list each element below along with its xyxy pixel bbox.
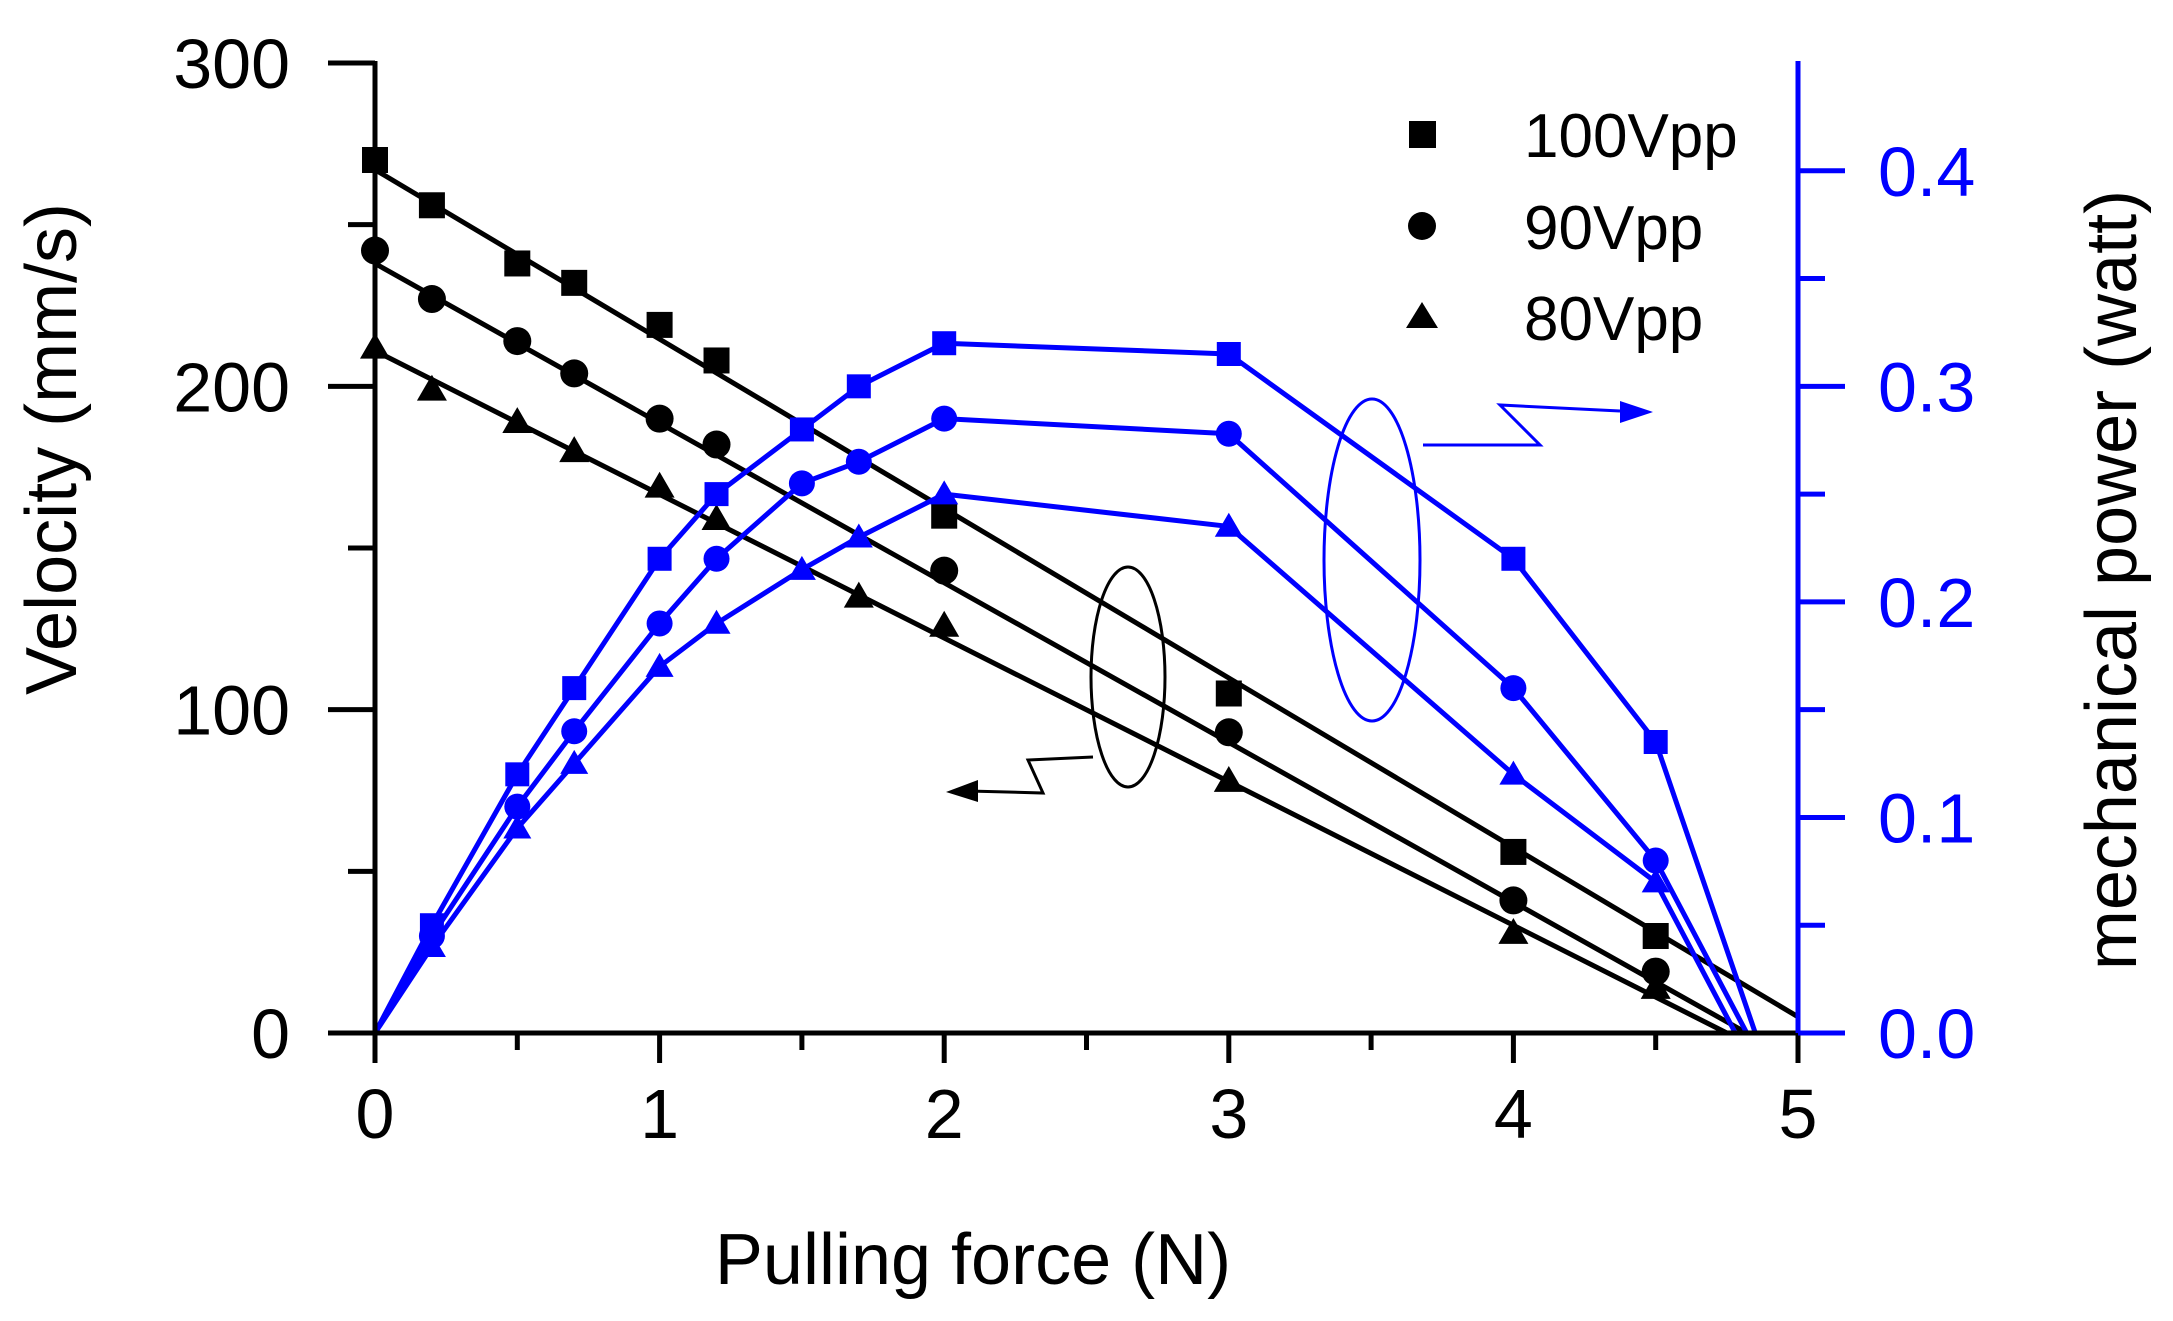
y-right-tick-label: 0.0 (1878, 995, 1975, 1073)
power-point-90vpp-3 (561, 718, 588, 745)
power-point-100vpp-3 (562, 676, 587, 701)
velocity-point-80vpp-1 (416, 374, 447, 401)
power-point-80vpp-6 (787, 555, 816, 580)
velocity-fit-line-80vpp (373, 348, 1728, 1036)
power-point-80vpp-11 (1641, 868, 1670, 893)
velocity-point-80vpp-3 (559, 436, 590, 463)
velocity-point-100vpp-4 (646, 311, 673, 338)
power-point-100vpp-4 (647, 546, 672, 571)
power-arrow-head (1620, 401, 1653, 423)
y-left-tick-label: 300 (173, 25, 290, 103)
velocity-arrow-head (946, 780, 978, 802)
power-point-80vpp-9 (1214, 512, 1243, 537)
x-tick-label: 0 (356, 1075, 395, 1153)
power-point-90vpp-8 (931, 405, 958, 432)
power-point-100vpp-2 (505, 762, 530, 787)
velocity-point-100vpp-5 (703, 347, 730, 374)
x-tick-label: 4 (1494, 1075, 1533, 1153)
power-point-90vpp-9 (1215, 420, 1242, 447)
velocity-annotation-ellipse (1089, 565, 1167, 789)
legend-label-80vpp: 80Vpp (1524, 285, 1703, 354)
velocity-point-100vpp-8 (1500, 838, 1527, 865)
y-left-tick-label: 200 (173, 348, 290, 426)
power-point-90vpp-5 (703, 545, 730, 572)
power-point-80vpp-5 (702, 609, 731, 634)
velocity-point-90vpp-1 (417, 285, 446, 314)
velocity-point-80vpp-8 (1213, 765, 1244, 792)
y-axis-left-title: Velocity (mm/s) (12, 203, 92, 695)
y-right-tick-label: 0.1 (1878, 779, 1975, 857)
power-point-80vpp-3 (560, 749, 589, 774)
legend-marker-triangle (1406, 302, 1438, 328)
power-annotation-ellipse (1322, 397, 1422, 723)
velocity-point-90vpp-3 (560, 359, 589, 388)
y-left-tick-label: 100 (173, 672, 290, 750)
power-annotation-arrow (1423, 403, 1621, 447)
velocity-point-90vpp-9 (1641, 957, 1670, 986)
velocity-point-90vpp-4 (645, 404, 674, 433)
power-point-90vpp-7 (845, 448, 872, 475)
velocity-annotation-arrow (967, 755, 1094, 795)
legend-label-90vpp: 90Vpp (1524, 194, 1703, 263)
velocity-point-90vpp-6 (930, 556, 959, 585)
power-point-100vpp-11 (1643, 730, 1668, 754)
x-tick-label: 2 (925, 1075, 964, 1153)
power-point-100vpp-10 (1501, 546, 1526, 571)
velocity-point-90vpp-2 (503, 327, 532, 356)
power-point-100vpp-5 (704, 482, 729, 507)
x-tick-label: 3 (1209, 1075, 1248, 1153)
velocity-point-80vpp-5 (701, 504, 732, 531)
velocity-point-100vpp-6 (931, 502, 958, 529)
x-axis-title: Pulling force (N) (715, 1220, 1231, 1300)
power-point-90vpp-11 (1642, 847, 1669, 874)
power-point-100vpp-7 (846, 374, 871, 399)
power-point-80vpp-4 (645, 652, 674, 677)
y-right-tick-label: 0.3 (1878, 348, 1975, 426)
power-point-100vpp-6 (789, 417, 814, 442)
power-point-90vpp-10 (1500, 675, 1527, 702)
power-point-100vpp-9 (1216, 342, 1241, 366)
velocity-point-80vpp-6 (843, 581, 874, 608)
velocity-point-80vpp-4 (644, 471, 675, 498)
velocity-point-100vpp-1 (418, 192, 445, 219)
power-point-80vpp-8 (930, 480, 959, 505)
legend-marker-circle (1408, 212, 1436, 240)
data-markers (360, 147, 1671, 999)
velocity-point-80vpp-9 (1498, 917, 1529, 944)
power-point-90vpp-2 (504, 793, 531, 820)
power-point-100vpp-8 (932, 331, 957, 356)
legend: 100Vpp 90Vpp 80Vpp (1406, 102, 1738, 354)
velocity-point-80vpp-2 (502, 407, 533, 434)
power-point-80vpp-10 (1499, 760, 1528, 785)
legend-label-100vpp: 100Vpp (1524, 102, 1738, 171)
velocity-point-80vpp-7 (929, 610, 960, 637)
power-point-90vpp-6 (788, 470, 815, 497)
legend-marker-square (1409, 121, 1436, 148)
axes: 0 1 2 3 4 5 0 100 200 300 0.0 0.1 0.2 0.3 0.4 (173, 25, 1975, 1153)
velocity-point-80vpp-10 (1640, 972, 1671, 999)
y-left-tick-label: 0 (251, 995, 290, 1073)
x-tick-label: 5 (1779, 1075, 1818, 1153)
power-point-80vpp-2 (503, 814, 532, 839)
y-right-tick-label: 0.4 (1878, 133, 1975, 211)
power-point-80vpp-1 (417, 933, 446, 958)
velocity-point-90vpp-5 (702, 430, 731, 459)
velocity-fit-line-100vpp (373, 167, 1800, 1019)
power-point-80vpp-7 (844, 523, 873, 548)
x-tick-label: 1 (640, 1075, 679, 1153)
velocity-point-100vpp-2 (504, 250, 531, 277)
power-point-90vpp-4 (646, 610, 673, 637)
y-axis-right-title: mechanical power (watt) (2072, 190, 2152, 970)
velocity-point-100vpp-9 (1642, 923, 1669, 949)
power-group-annotation (1322, 397, 1653, 723)
velocity-point-100vpp-3 (561, 269, 588, 296)
velocity-point-90vpp-8 (1499, 886, 1528, 915)
y-right-tick-label: 0.2 (1878, 564, 1975, 642)
velocity-point-100vpp-7 (1215, 680, 1242, 707)
velocity-point-90vpp-7 (1214, 718, 1243, 747)
velocity-group-annotation (946, 565, 1167, 802)
